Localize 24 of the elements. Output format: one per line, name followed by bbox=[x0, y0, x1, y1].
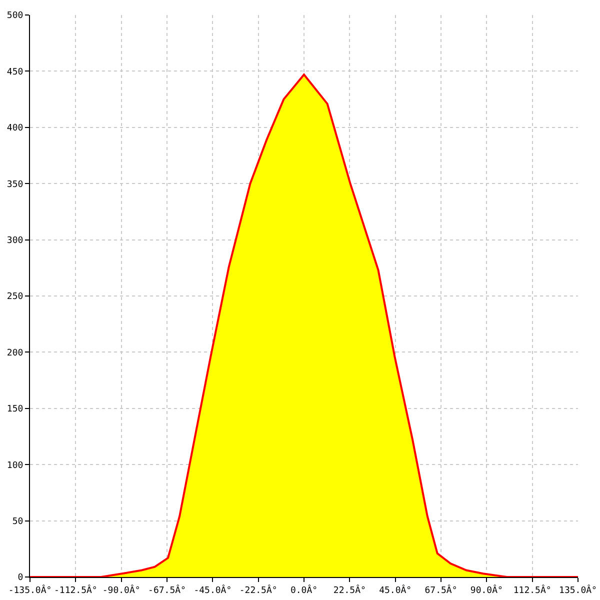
y-tick-label: 150 bbox=[6, 404, 24, 415]
y-tick-label: 500 bbox=[6, 11, 24, 22]
y-tick-label: 100 bbox=[6, 460, 24, 471]
x-tick-label: -135.0Â° bbox=[8, 584, 52, 596]
y-tick-label: 200 bbox=[6, 348, 24, 358]
x-tick-label: -45.0Â° bbox=[194, 584, 232, 596]
y-tick-label: 50 bbox=[12, 516, 24, 527]
x-tick-label: 0.0Â° bbox=[290, 584, 318, 596]
x-tick-label: 135.0Â° bbox=[559, 584, 597, 596]
x-tick-label: -67.5Â° bbox=[148, 584, 186, 596]
x-tick-label: 67.5Â° bbox=[424, 584, 458, 596]
y-tick-label: 0 bbox=[18, 573, 24, 584]
y-tick-label: 400 bbox=[6, 124, 24, 134]
x-tick-label: -90.0Â° bbox=[102, 584, 140, 596]
x-tick-label: 22.5Â° bbox=[333, 584, 366, 596]
x-tick-label: 90.0Â° bbox=[470, 584, 503, 596]
x-tick-label: -22.5Â° bbox=[239, 584, 278, 596]
y-tick-label: 350 bbox=[6, 180, 24, 190]
x-tick-label: 45.0Â° bbox=[379, 584, 412, 596]
y-tick-label: 450 bbox=[6, 67, 24, 78]
x-tick-label: -112.5Â° bbox=[54, 584, 98, 596]
x-tick-label: 112.5Â° bbox=[513, 584, 552, 596]
y-tick-label: 300 bbox=[6, 236, 24, 246]
y-tick-label: 250 bbox=[6, 292, 24, 302]
